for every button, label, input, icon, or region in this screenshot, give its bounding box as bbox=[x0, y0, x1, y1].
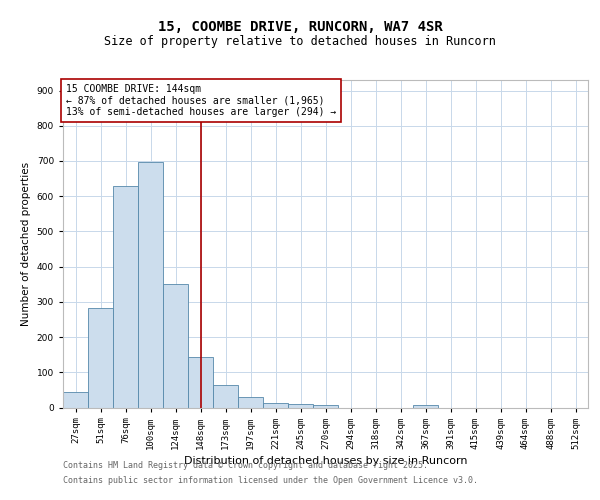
Bar bbox=[188, 357, 213, 408]
Bar bbox=[88, 308, 113, 408]
Bar bbox=[413, 405, 438, 407]
Text: 15, COOMBE DRIVE, RUNCORN, WA7 4SR: 15, COOMBE DRIVE, RUNCORN, WA7 4SR bbox=[158, 20, 442, 34]
Bar bbox=[163, 284, 188, 408]
Bar bbox=[263, 404, 288, 407]
Bar bbox=[138, 162, 163, 408]
Text: Size of property relative to detached houses in Runcorn: Size of property relative to detached ho… bbox=[104, 35, 496, 48]
Bar bbox=[238, 397, 263, 407]
Bar bbox=[313, 404, 338, 407]
Y-axis label: Number of detached properties: Number of detached properties bbox=[21, 162, 31, 326]
Text: 15 COOMBE DRIVE: 144sqm
← 87% of detached houses are smaller (1,965)
13% of semi: 15 COOMBE DRIVE: 144sqm ← 87% of detache… bbox=[65, 84, 336, 116]
Text: Contains HM Land Registry data © Crown copyright and database right 2025.: Contains HM Land Registry data © Crown c… bbox=[63, 461, 428, 470]
Bar bbox=[288, 404, 313, 407]
Text: Contains public sector information licensed under the Open Government Licence v3: Contains public sector information licen… bbox=[63, 476, 478, 485]
Bar bbox=[213, 384, 238, 407]
Bar bbox=[113, 186, 138, 408]
X-axis label: Distribution of detached houses by size in Runcorn: Distribution of detached houses by size … bbox=[184, 456, 467, 466]
Bar bbox=[63, 392, 88, 407]
